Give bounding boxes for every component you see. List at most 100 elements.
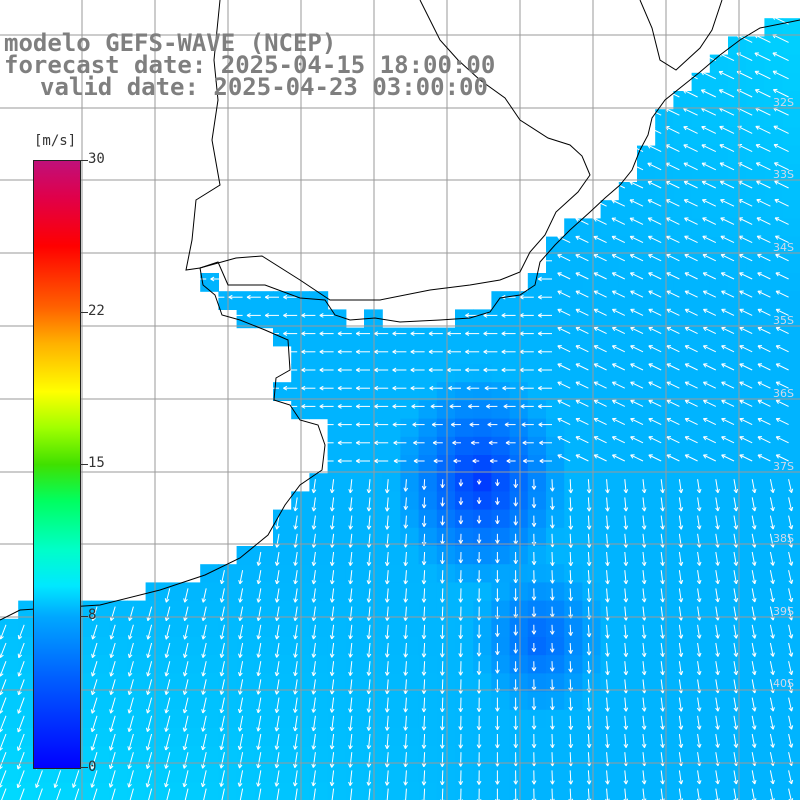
speed-cell	[546, 691, 565, 711]
wind-arrow	[337, 458, 352, 464]
speed-cell	[782, 145, 800, 165]
speed-cell	[564, 564, 583, 583]
speed-cell	[746, 782, 765, 800]
wind-arrow	[586, 770, 592, 785]
wind-arrow	[684, 381, 698, 389]
wind-arrow	[501, 313, 516, 318]
speed-cell	[600, 600, 620, 620]
wind-arrow	[696, 551, 702, 566]
speed-cell	[637, 236, 656, 256]
wind-arrow	[293, 606, 298, 622]
wind-arrow	[164, 624, 171, 640]
wind-arrow	[274, 570, 280, 585]
speed-cell	[728, 418, 747, 438]
wind-arrow	[648, 417, 662, 426]
wind-arrow	[0, 679, 7, 696]
wind-arrow	[756, 180, 771, 189]
speed-cell	[709, 345, 729, 365]
wind-arrow	[495, 715, 500, 731]
wind-arrow	[487, 422, 498, 427]
wind-arrow	[593, 272, 607, 280]
speed-cell	[491, 764, 511, 784]
wind-arrow	[733, 515, 739, 530]
wind-arrow	[256, 661, 262, 677]
wind-arrow	[182, 679, 189, 695]
wind-arrow	[660, 715, 665, 730]
speed-cell	[673, 236, 693, 256]
speed-cell	[673, 163, 693, 183]
speed-cell	[473, 546, 492, 565]
speed-cell	[200, 764, 219, 784]
speed-cell	[582, 655, 602, 674]
wind-arrow	[256, 624, 262, 640]
wind-arrow	[484, 385, 498, 391]
lat-label: 33S	[773, 168, 794, 181]
speed-cell	[673, 746, 693, 765]
speed-cell	[327, 400, 347, 420]
speed-cell	[582, 509, 602, 529]
speed-cell	[746, 473, 765, 492]
wind-arrow	[537, 385, 552, 391]
speed-cell	[764, 709, 784, 729]
speed-cell	[182, 673, 201, 693]
speed-cell	[728, 109, 747, 128]
speed-cell	[491, 618, 511, 638]
speed-cell	[546, 473, 565, 492]
wind-arrow	[575, 399, 589, 407]
speed-cell	[0, 728, 19, 747]
speed-cell	[746, 127, 765, 147]
speed-cell	[127, 728, 147, 747]
speed-cell	[127, 637, 147, 656]
wind-arrow	[439, 588, 445, 603]
wind-arrow	[696, 624, 702, 639]
speed-cell	[509, 327, 529, 347]
speed-cell	[455, 455, 474, 474]
wind-arrow	[678, 479, 684, 494]
speed-cell	[491, 291, 511, 310]
wind-arrow	[0, 770, 7, 788]
wind-arrow	[219, 642, 225, 658]
wind-arrow	[374, 385, 389, 391]
wind-arrow	[183, 588, 189, 603]
wind-arrow	[557, 436, 571, 444]
wind-arrow	[366, 715, 372, 731]
speed-cell	[18, 637, 37, 656]
speed-cell	[728, 273, 747, 292]
speed-cell	[509, 364, 529, 383]
wind-arrow	[623, 551, 629, 566]
wind-arrow	[539, 458, 552, 464]
speed-cell	[728, 400, 747, 420]
wind-arrow	[605, 515, 610, 530]
speed-cell	[527, 764, 547, 784]
speed-cell	[582, 455, 602, 474]
speed-cell	[345, 345, 365, 365]
speed-cell	[782, 54, 800, 74]
wind-arrow	[219, 697, 225, 714]
speed-cell	[728, 709, 747, 729]
speed-cell	[0, 637, 19, 656]
speed-cell	[582, 291, 602, 310]
speed-cell	[364, 455, 383, 474]
speed-cell	[709, 127, 729, 147]
wind-arrow	[519, 385, 534, 391]
speed-cell	[746, 709, 765, 729]
wind-arrow	[164, 588, 171, 603]
speed-cell	[382, 455, 401, 474]
wind-arrow	[17, 733, 25, 751]
wind-arrow	[648, 254, 662, 262]
wind-arrow	[465, 313, 480, 318]
wind-arrow	[678, 624, 684, 639]
speed-cell	[509, 291, 529, 310]
speed-cell	[637, 728, 656, 747]
speed-cell	[436, 600, 456, 620]
speed-cell	[491, 782, 511, 800]
speed-cell	[382, 673, 401, 693]
speed-cell	[728, 491, 747, 511]
wind-arrow	[769, 515, 775, 530]
speed-cell	[382, 782, 401, 800]
speed-cell	[546, 273, 565, 292]
speed-cell	[655, 455, 674, 474]
wind-arrow	[647, 144, 662, 153]
speed-cell	[109, 673, 128, 693]
speed-cell	[127, 764, 147, 784]
